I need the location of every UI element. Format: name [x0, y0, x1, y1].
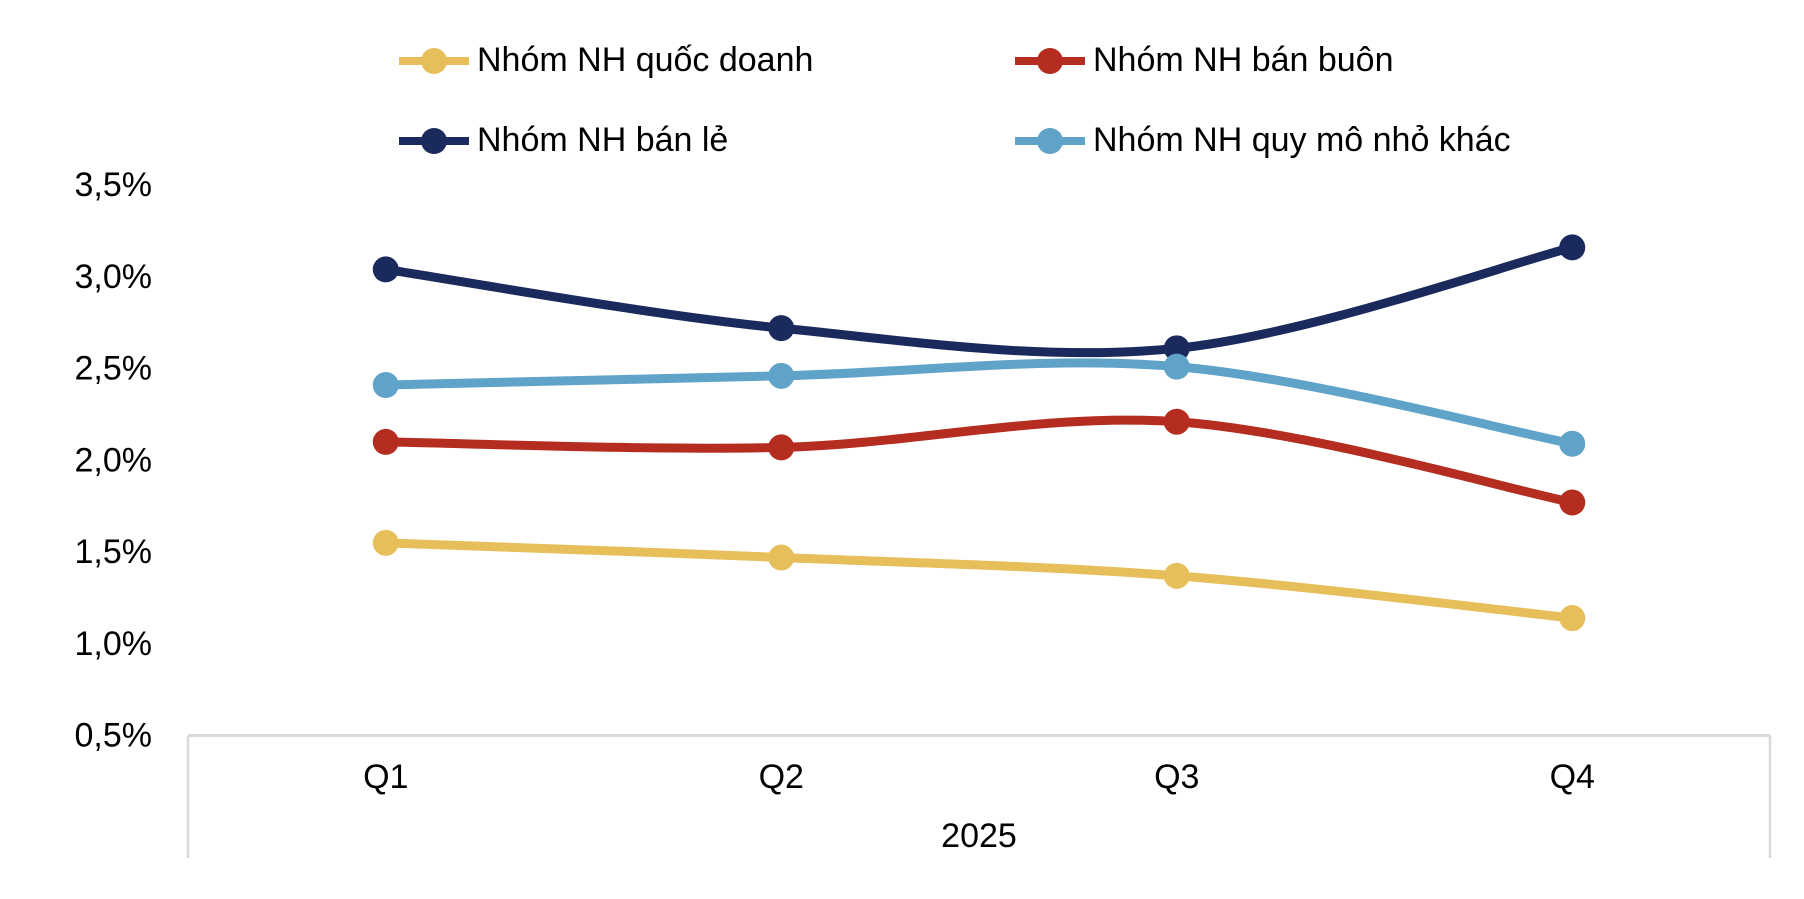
data-point-marker	[1163, 408, 1190, 435]
series-line	[381, 242, 1577, 358]
data-point-marker	[1163, 335, 1190, 362]
data-point-marker	[768, 362, 795, 389]
legend-label: Nhóm NH bán lẻ	[477, 121, 729, 159]
y-axis-tick-label: 0,5%	[75, 717, 153, 755]
series-line	[381, 415, 1577, 507]
data-point-marker	[1163, 562, 1190, 589]
data-point-marker	[1559, 489, 1586, 516]
legend-item-quoc-doanh: Nhóm NH quốc doanh	[397, 41, 813, 80]
data-point-marker	[372, 256, 399, 283]
legend-item-quy-mo-nho: Nhóm NH quy mô nhỏ khác	[1013, 121, 1511, 160]
data-point-marker	[1559, 430, 1586, 457]
legend-item-ban-le: Nhóm NH bán lẻ	[397, 121, 728, 160]
legend-marker-icon	[1015, 47, 1085, 74]
series-line	[381, 538, 1577, 623]
legend-item-ban-buon: Nhóm NH bán buôn	[1013, 41, 1394, 80]
data-point-marker	[1559, 234, 1586, 261]
y-axis-tick-label: 1,0%	[75, 625, 153, 663]
legend-marker-icon	[399, 47, 469, 74]
data-point-marker	[1163, 353, 1190, 380]
series-line	[381, 358, 1577, 449]
y-axis-tick-label: 2,0%	[75, 441, 153, 479]
legend-marker-icon	[399, 127, 469, 154]
data-point-marker	[372, 428, 399, 455]
x-axis-category-label: Q2	[759, 758, 804, 796]
data-point-marker	[768, 544, 795, 571]
data-point-marker	[768, 315, 795, 342]
data-point-marker	[768, 434, 795, 461]
legend-label: Nhóm NH quy mô nhỏ khác	[1093, 121, 1511, 159]
legend-marker-icon	[1015, 127, 1085, 154]
x-axis-category-label: Q1	[363, 758, 408, 796]
y-axis-tick-label: 3,0%	[75, 258, 153, 296]
data-point-marker	[372, 529, 399, 556]
data-point-marker	[372, 372, 399, 399]
x-axis-year-label: 2025	[941, 817, 1017, 855]
y-axis-tick-label: 1,5%	[75, 533, 153, 571]
x-axis-category-label: Q4	[1550, 758, 1595, 796]
x-axis-category-label: Q3	[1154, 758, 1199, 796]
legend-label: Nhóm NH quốc doanh	[477, 41, 814, 79]
data-point-marker	[1559, 605, 1586, 632]
y-axis-tick-label: 2,5%	[75, 350, 153, 388]
legend-label: Nhóm NH bán buôn	[1093, 41, 1394, 79]
y-axis-tick-label: 3,5%	[75, 166, 153, 204]
